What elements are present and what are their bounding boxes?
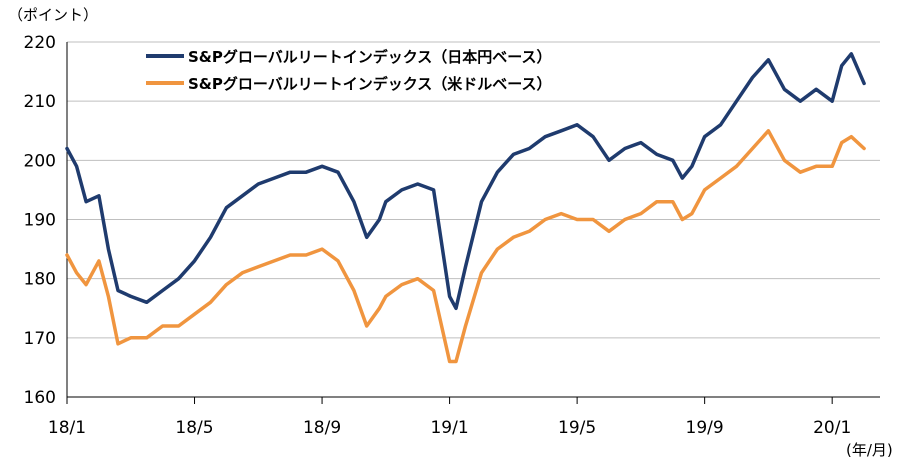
y-tick-label: 190 — [24, 211, 56, 231]
legend-label-usd: S&Pグローバルリートインデックス（米ドルベース） — [188, 75, 552, 93]
x-tick-label: 19/1 — [430, 418, 468, 438]
x-tick-label: 18/1 — [48, 418, 86, 438]
y-tick-label: 180 — [24, 270, 56, 290]
legend-label-jpy: S&Pグローバルリートインデックス（日本円ベース） — [188, 48, 552, 66]
y-axis-unit-label: （ポイント） — [8, 6, 98, 24]
x-tick-label: 19/9 — [686, 418, 724, 438]
x-axis-unit-label: (年/月) — [846, 441, 893, 459]
legend: S&Pグローバルリートインデックス（日本円ベース） S&Pグローバルリートインデッ… — [146, 48, 552, 93]
series-line-jpy — [65, 52, 866, 311]
y-tick-label: 220 — [24, 33, 56, 53]
y-tick-label: 160 — [24, 388, 56, 408]
y-tick-label: 210 — [24, 92, 56, 112]
y-tick-label: 200 — [24, 151, 56, 171]
x-tick-label: 20/1 — [813, 418, 851, 438]
series-layer — [65, 52, 866, 364]
x-tick-label: 18/5 — [175, 418, 213, 438]
x-tick-label: 19/5 — [558, 418, 596, 438]
grid-layer — [67, 41, 880, 339]
x-tick-label: 18/9 — [303, 418, 341, 438]
axis-layer: 220 210 200 190 180 170 160 18/1 18/5 18/9 19/1 19/… — [24, 33, 880, 438]
series-line-usd — [65, 129, 866, 364]
y-tick-label: 170 — [24, 329, 56, 349]
